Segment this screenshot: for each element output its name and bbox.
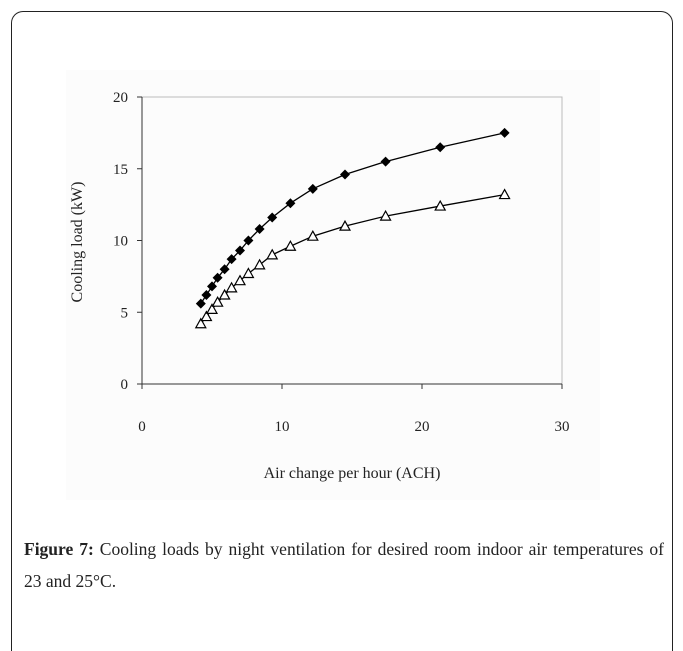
- diamond-marker: [380, 156, 391, 167]
- figure-image: [66, 70, 600, 500]
- diamond-marker: [201, 290, 212, 301]
- x-tick-label: 20: [415, 419, 430, 435]
- triangle-marker: [338, 219, 352, 231]
- diamond-marker: [307, 183, 318, 194]
- y-tick-label: 20: [113, 90, 128, 106]
- triangle-marker: [194, 317, 207, 329]
- y-tick-label: 15: [113, 162, 128, 178]
- x-tick-label: 30: [555, 419, 570, 435]
- triangle-marker: [253, 258, 266, 270]
- diamond-marker: [212, 272, 223, 283]
- diamond-marker: [226, 254, 237, 265]
- triangle-marker: [306, 229, 319, 241]
- x-tick-label: 10: [275, 419, 290, 435]
- diamond-marker: [285, 198, 296, 209]
- diamond-marker: [207, 281, 217, 292]
- y-tick-label: 0: [121, 377, 129, 393]
- triangle-marker: [266, 248, 279, 260]
- diamond-marker: [435, 142, 446, 153]
- diamond-marker: [254, 224, 265, 235]
- triangle-marker: [211, 295, 224, 307]
- triangle-marker: [498, 188, 511, 200]
- triangle-marker: [205, 303, 219, 314]
- figure-frame: [11, 11, 673, 651]
- y-tick-label: 10: [113, 234, 128, 250]
- diamond-marker: [499, 127, 510, 138]
- triangle-marker: [242, 267, 255, 279]
- triangle-marker: [225, 281, 238, 293]
- diamond-marker: [235, 245, 245, 256]
- diamond-marker: [267, 212, 278, 223]
- triangle-marker: [233, 274, 247, 286]
- caption: Figure 7: Cooling loads by night ventila…: [24, 533, 664, 597]
- caption-text: Cooling loads by night ventilation for d…: [24, 539, 664, 591]
- triangle-marker: [218, 288, 231, 300]
- diamond-marker: [195, 298, 206, 309]
- triangle-marker: [379, 209, 392, 221]
- diamond-marker: [340, 169, 350, 180]
- diamond-marker: [219, 264, 230, 275]
- chart: Air change per hour (ACH) Cooling load (…: [66, 70, 600, 500]
- y-tick-label: 5: [121, 305, 129, 321]
- page: {"chart_data": {"type": "scatter-line", …: [11, 11, 673, 651]
- triangle-marker: [434, 199, 447, 211]
- series-line: [200, 132, 505, 304]
- diamond-marker: [243, 235, 254, 246]
- triangle-marker: [284, 240, 297, 251]
- triangle-marker: [200, 310, 213, 322]
- caption-label: Figure 7:: [24, 539, 94, 559]
- x-tick-label: 0: [138, 419, 146, 435]
- x-axis-label: Air change per hour (ACH): [264, 465, 441, 482]
- y-axis-label: Cooling load (kW): [69, 182, 86, 303]
